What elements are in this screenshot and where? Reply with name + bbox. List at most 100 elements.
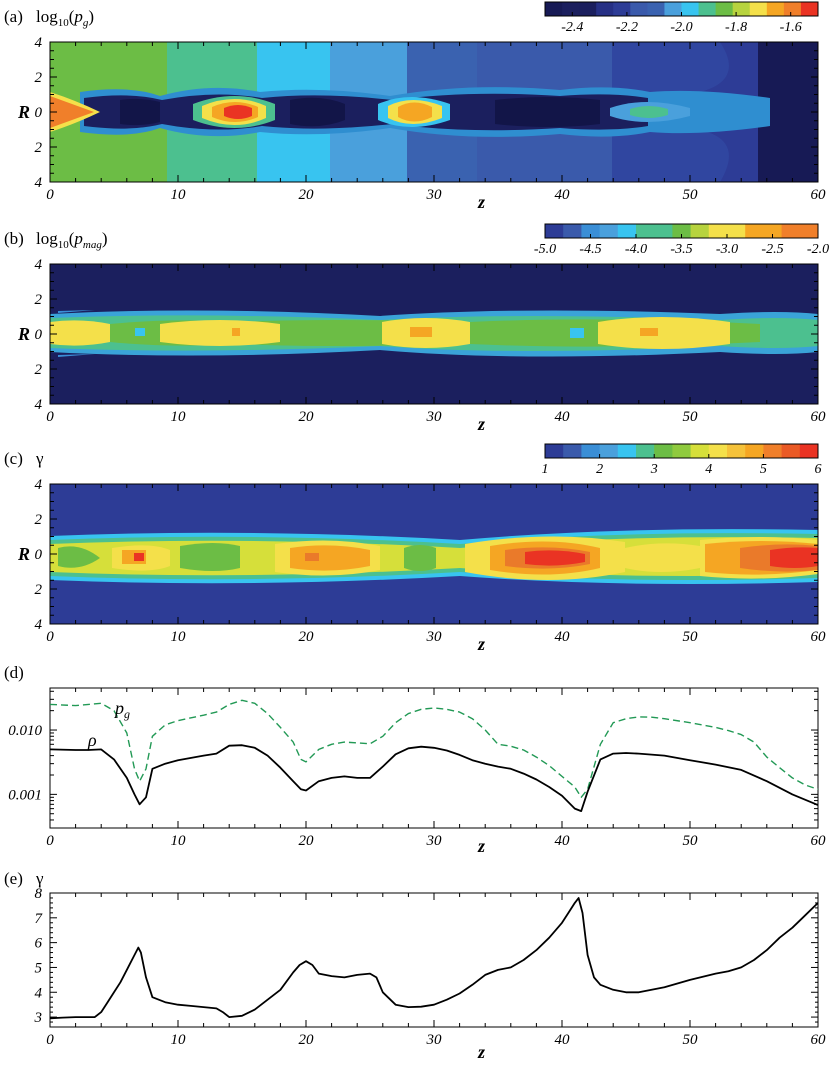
- panel-b-colorbar-cell: [654, 224, 673, 238]
- panel-d-series-rho-line: [49, 744, 819, 812]
- panel-a-colorbar-cell: [647, 2, 665, 16]
- panel-c-colorbar-cell: [672, 444, 692, 458]
- panel-a-colorbar-label: -2.0: [670, 20, 692, 35]
- panel-e-ytick-label: 4: [35, 985, 43, 1001]
- series-label-pg: pg: [113, 698, 130, 721]
- panel-c-ytick-label: 2: [35, 512, 43, 528]
- panel-a-xtick-label: 50: [683, 187, 699, 203]
- panel-b-colorbar-label: -2.0: [807, 242, 829, 257]
- panel-a-xtick-label: 30: [426, 187, 443, 203]
- panel-a-colorbar: -2.4 -2.2 -2.0 -1.8 -1.6: [544, 1, 819, 35]
- panel-b-ylabel: R: [17, 324, 30, 344]
- panel-c-colorbar-cell: [727, 444, 746, 458]
- panel-a-colorbar-cell: [766, 2, 785, 16]
- panel-c-xlabel: z: [477, 634, 485, 654]
- panel-c-colorbar-cell: [654, 444, 673, 458]
- panel-a-colorbar-cell: [732, 2, 751, 16]
- panel-d-xlabel: z: [477, 836, 485, 856]
- panel-b-colorbar-cell: [745, 224, 764, 238]
- panel-a-ytick-label: 2: [35, 70, 43, 86]
- panel-b-colorbar-cell: [563, 224, 582, 238]
- series-label-rho: ρ: [87, 730, 97, 750]
- panel-a-colorbar-label: -2.4: [561, 20, 583, 35]
- panel-c-colorbar-cell: [545, 444, 564, 458]
- panel-b-ytick-label: 0: [35, 327, 43, 343]
- panel-d-xtick-label: 60: [811, 833, 827, 849]
- panel-b-colorbar-cell: [617, 224, 637, 238]
- panel-c-colorbar-label: 4: [705, 462, 712, 477]
- panel-c-colorbar-label: 5: [760, 462, 767, 477]
- panel-b-colorbar-label: -4.5: [579, 242, 601, 257]
- panel-e-ytick-label: 6: [35, 936, 43, 952]
- panel-b-xtick-label: 50: [683, 409, 699, 425]
- panel-d-ytick-label: 0.001: [8, 787, 42, 803]
- panel-a-xtick-label: 60: [811, 187, 827, 203]
- panel-a-ytick-label: 4: [35, 175, 43, 191]
- panel-a-heatmap: [50, 42, 818, 182]
- panel-a-colorbar-cell: [783, 2, 802, 16]
- panel-a-colorbar-cell: [562, 2, 580, 16]
- panel-b-colorbar-label: -4.0: [625, 242, 647, 257]
- panel-b-colorbar-label: -3.5: [670, 242, 692, 257]
- panel-c-label: (c): [4, 449, 23, 468]
- panel-a-colorbar-label: -1.8: [725, 20, 747, 35]
- panel-c-colorbar-cell: [690, 444, 710, 458]
- panel-c-colorbar-cell: [636, 444, 655, 458]
- panel-d-ytick-label: 0.010: [8, 723, 42, 739]
- panel-e-xtick-label: 10: [171, 1032, 187, 1048]
- panel-b-colorbar-cell: [581, 224, 601, 238]
- panel-e-series-gamma-line: [49, 897, 819, 1020]
- panel-d-axes: 0 10 20 30 40 50 60 0.001 0.010: [8, 688, 826, 849]
- panel-e-xtick-label: 20: [299, 1032, 315, 1048]
- panel-c-ytick-label: 2: [35, 582, 43, 598]
- panel-d-xtick-label: 10: [171, 833, 187, 849]
- panel-e-xtick-label: 60: [811, 1032, 827, 1048]
- panel-b-xtick-label: 30: [426, 409, 443, 425]
- panel-b-heatmap: [50, 264, 818, 404]
- panel-e-xlabel: z: [477, 1042, 485, 1062]
- panel-c-ylabel: R: [17, 544, 30, 564]
- panel-e-frame: [49, 892, 819, 1028]
- panel-c-heatmap: [50, 484, 818, 624]
- panel-e-xtick-label: 0: [46, 1032, 54, 1048]
- panel-c-xtick-label: 50: [683, 629, 699, 645]
- panel-a-title: log10(pg): [36, 7, 94, 29]
- panel-c-colorbar-cell: [763, 444, 783, 458]
- panel-c-colorbar-cell: [599, 444, 619, 458]
- panel-d-label: (d): [4, 663, 24, 682]
- panel-b-ytick-label: 2: [35, 362, 43, 378]
- panel-c-xtick-label: 0: [46, 629, 54, 645]
- panel-b-xtick-label: 20: [299, 409, 315, 425]
- panel-c-colorbar-cell: [617, 444, 637, 458]
- panel-a-xtick-label: 20: [299, 187, 315, 203]
- panel-b-xtick-label: 60: [811, 409, 827, 425]
- panel-d-xtick-label: 40: [555, 833, 571, 849]
- panel-b-colorbar: -5.0 -4.5 -4.0 -3.5 -3.0 -2.5 -2.0: [534, 223, 829, 257]
- panel-c-colorbar-cell: [708, 444, 728, 458]
- panel-b-colorbar-label: -2.5: [761, 242, 783, 257]
- panel-c-colorbar-frame: [544, 443, 819, 459]
- panel-a-colorbar-cell: [749, 2, 768, 16]
- panel-b-ytick-label: 4: [35, 257, 43, 273]
- panel-a-colorbar-cell: [630, 2, 648, 16]
- panel-a-xlabel: z: [477, 192, 485, 212]
- panel-c-colorbar: 1 2 3 4 5 6: [542, 443, 822, 477]
- panel-d-xtick-label: 20: [299, 833, 315, 849]
- panel-d: (d) 0 10 20 30 40 50 60 0.001 0.010 pg ρ z: [4, 663, 826, 856]
- panel-a-colorbar-label: -1.6: [780, 20, 802, 35]
- panel-a-colorbar-cell: [698, 2, 717, 16]
- panel-c-xtick-label: 30: [426, 629, 443, 645]
- panel-d-lines: [49, 699, 819, 812]
- panel-b-colorbar-cell: [708, 224, 728, 238]
- panel-a-ylabel: R: [17, 102, 30, 122]
- panel-d-xtick-label: 0: [46, 833, 54, 849]
- panel-b-colorbar-cell: [636, 224, 655, 238]
- panel-a-colorbar-label: -2.2: [616, 20, 638, 35]
- panel-c-xtick-label: 10: [171, 629, 187, 645]
- panel-a-colorbar-cell: [664, 2, 682, 16]
- panel-d-xtick-label: 50: [683, 833, 699, 849]
